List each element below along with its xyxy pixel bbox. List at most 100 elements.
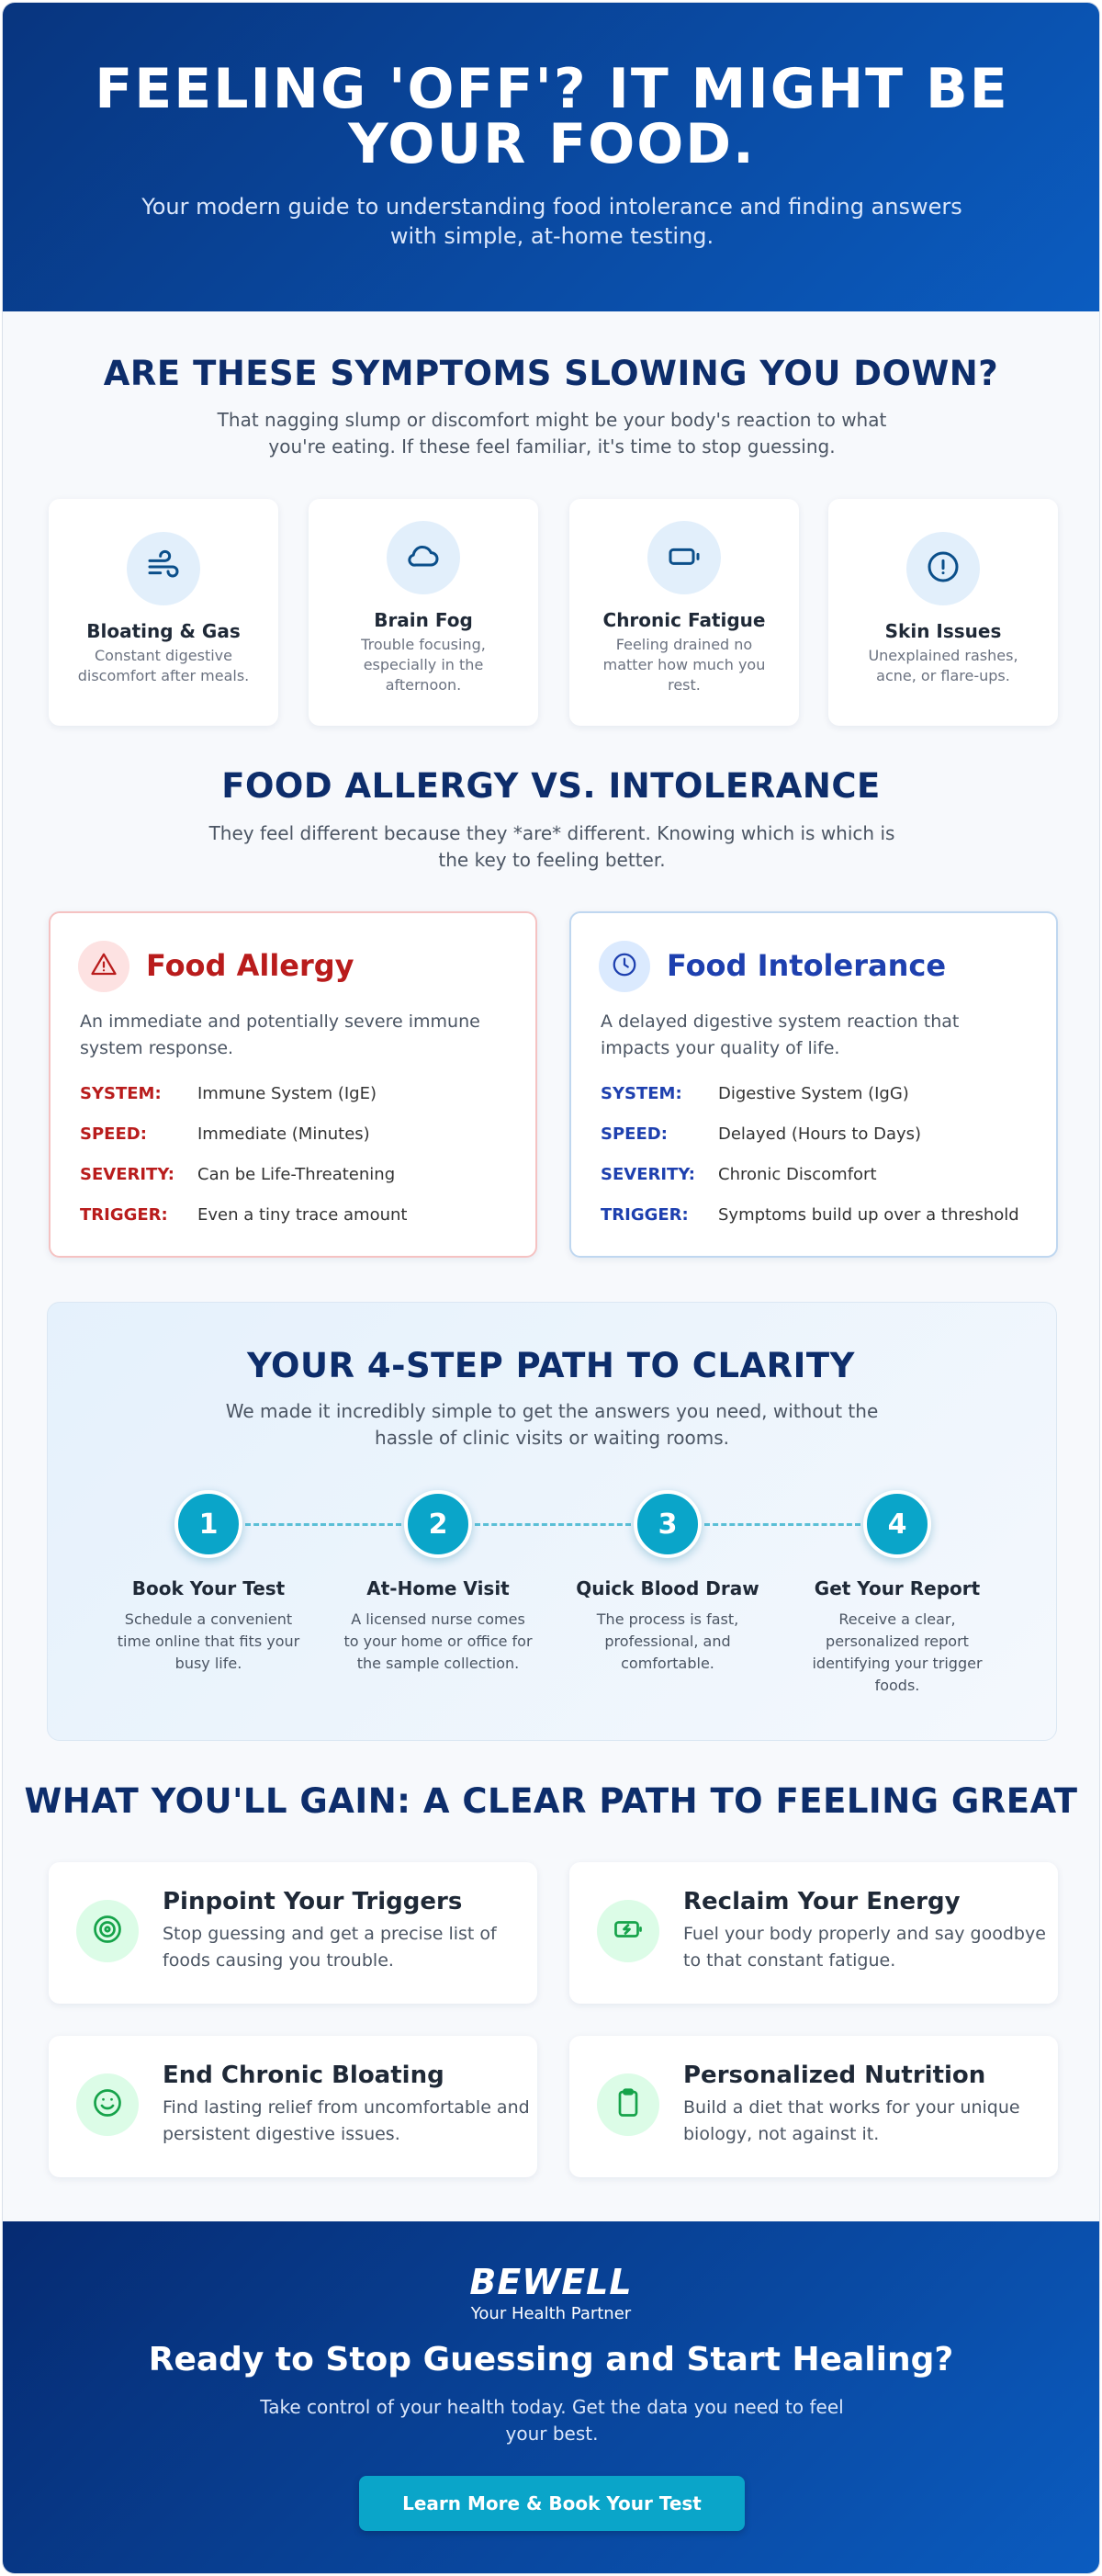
row-value: Digestive System (IgG) — [718, 1084, 909, 1103]
symptom-icon — [906, 532, 980, 605]
icon-svg — [928, 551, 959, 582]
comparison-row: TRIGGER: Symptoms build up over a thresho… — [601, 1205, 1019, 1225]
row-value: Even a tiny trace amount — [197, 1205, 408, 1225]
gain-text: Stop guessing and get a precise list of … — [163, 1924, 497, 1971]
step-number: 2 — [404, 1490, 472, 1558]
icon-svg — [94, 2089, 121, 2117]
symptom-text: Constant digestive discomfort after meal… — [77, 647, 250, 684]
row-value: Immediate (Minutes) — [197, 1124, 370, 1144]
footer-text: Take control of your health today. Get t… — [260, 2396, 844, 2445]
row-label: SPEED: — [80, 1124, 147, 1144]
icon-svg — [91, 953, 117, 976]
comparison-icon — [599, 941, 650, 992]
icon — [91, 1913, 124, 1949]
symptom-card: Bloating & Gas Constant digestive discomf… — [49, 499, 278, 726]
comparison-row: SEVERITY: Chronic Discomfort — [601, 1165, 877, 1184]
symptom-icon — [127, 532, 200, 605]
comparison-row: SYSTEM: Digestive System (IgG) — [601, 1084, 909, 1103]
comparison-icon — [78, 941, 129, 992]
step-number: 1 — [174, 1490, 242, 1558]
row-value: Chronic Discomfort — [718, 1165, 877, 1184]
symptom-text: Unexplained rashes, acne, or flare-ups. — [868, 647, 1018, 684]
step-number: 3 — [634, 1490, 702, 1558]
symptom-icon — [387, 521, 460, 594]
row-label: SYSTEM: — [601, 1084, 682, 1103]
icon — [90, 951, 118, 982]
step-connector — [704, 1523, 860, 1526]
row-label: SEVERITY: — [80, 1165, 174, 1184]
icon-svg — [669, 548, 700, 565]
row-label: SPEED: — [601, 1124, 668, 1144]
row-value: Delayed (Hours to Days) — [718, 1124, 922, 1144]
gain-title: Reclaim Your Energy — [683, 1888, 961, 1915]
step-text: The process is fast, professional, and c… — [596, 1610, 739, 1672]
gain-title: End Chronic Bloating — [163, 2062, 444, 2089]
comparison-row: TRIGGER: Even a tiny trace amount — [80, 1205, 407, 1225]
symptom-text: Feeling drained no matter how much you r… — [602, 636, 766, 694]
comparison-title: Food Allergy — [146, 948, 354, 983]
symptom-title: Skin Issues — [884, 620, 1002, 642]
section-title: FOOD ALLERGY VS. INTOLERANCE — [221, 766, 881, 806]
row-value: Immune System (IgE) — [197, 1084, 377, 1103]
comparison-row: SPEED: Delayed (Hours to Days) — [601, 1124, 921, 1144]
header-title: FEELING 'OFF'? IT MIGHT BE YOUR FOOD. — [95, 57, 1009, 176]
symptom-text: Trouble focusing, especially in the afte… — [361, 636, 486, 694]
row-label: TRIGGER: — [80, 1205, 168, 1225]
gain-icon — [597, 1900, 659, 1962]
symptom-card: Brain Fog Trouble focusing, especially in… — [309, 499, 538, 726]
symptom-title: Chronic Fatigue — [602, 609, 766, 631]
gain-card: Personalized Nutrition Build a diet that … — [569, 2036, 1058, 2177]
section-title: ARE THESE SYMPTOMS SLOWING YOU DOWN? — [103, 354, 999, 393]
cta-button[interactable]: Learn More & Book Your Test — [359, 2476, 745, 2531]
step-number: 4 — [863, 1490, 931, 1558]
step-title: Quick Blood Draw — [576, 1577, 759, 1599]
section-text: They feel different because they *are* d… — [208, 822, 895, 871]
icon — [925, 548, 961, 589]
gain-card: Pinpoint Your Triggers Stop guessing and … — [49, 1862, 537, 2004]
header: FEELING 'OFF'? IT MIGHT BE YOUR FOOD. You… — [3, 3, 1099, 311]
symptom-card: Skin Issues Unexplained rashes, acne, or … — [828, 499, 1058, 726]
step-text: A licensed nurse comes to your home or o… — [343, 1610, 533, 1672]
gain-text: Find lasting relief from uncomfortable a… — [163, 2097, 530, 2144]
step-title: Book Your Test — [131, 1577, 286, 1599]
gain-title: Pinpoint Your Triggers — [163, 1888, 463, 1915]
gain-text: Fuel your body properly and say goodbye … — [683, 1924, 1046, 1971]
step-text: Schedule a convenient time online that f… — [117, 1610, 300, 1672]
brand-logo: BEWELL — [469, 2262, 633, 2302]
row-value: Can be Life-Threatening — [197, 1165, 396, 1184]
comparison-description: A delayed digestive system reaction that… — [601, 1011, 960, 1058]
step-title: Get Your Report — [814, 1577, 981, 1599]
header-subtitle: Your modern guide to understanding food … — [141, 194, 962, 249]
symptom-title: Bloating & Gas — [86, 620, 241, 642]
row-label: SEVERITY: — [601, 1165, 695, 1184]
gain-card: End Chronic Bloating Find lasting relief … — [49, 2036, 537, 2177]
step-text: Receive a clear, personalized report ide… — [812, 1610, 983, 1694]
comparison-description: An immediate and potentially severe immu… — [80, 1011, 480, 1058]
icon-svg — [614, 1921, 642, 1938]
icon — [145, 548, 182, 589]
row-value: Symptoms build up over a threshold — [718, 1205, 1019, 1225]
icon-svg — [94, 1915, 121, 1943]
icon — [666, 537, 703, 578]
symptom-card: Chronic Fatigue Feeling drained no matter… — [569, 499, 799, 726]
comparison-row: SEVERITY: Can be Life-Threatening — [80, 1165, 395, 1184]
gain-icon — [76, 2073, 139, 2136]
icon — [405, 537, 442, 578]
symptom-title: Brain Fog — [374, 609, 473, 631]
section-text: That nagging slump or discomfort might b… — [217, 409, 887, 458]
gain-text: Build a diet that works for your unique … — [683, 2097, 1020, 2144]
icon-svg — [408, 546, 439, 567]
icon-svg — [148, 549, 179, 578]
step-connector — [475, 1523, 631, 1526]
section-title: YOUR 4-STEP PATH TO CLARITY — [247, 1346, 855, 1385]
section-text: We made it incredibly simple to get the … — [225, 1400, 879, 1449]
comparison-card: Food Allergy An immediate and potentially… — [49, 911, 537, 1258]
icon — [611, 951, 638, 982]
comparison-row: SYSTEM: Immune System (IgE) — [80, 1084, 377, 1103]
comparison-row: SPEED: Immediate (Minutes) — [80, 1124, 370, 1144]
icon-svg — [618, 2088, 638, 2117]
step-title: At-Home Visit — [366, 1577, 510, 1599]
section-title: WHAT YOU'LL GAIN: A CLEAR PATH TO FEELIN… — [24, 1781, 1078, 1821]
